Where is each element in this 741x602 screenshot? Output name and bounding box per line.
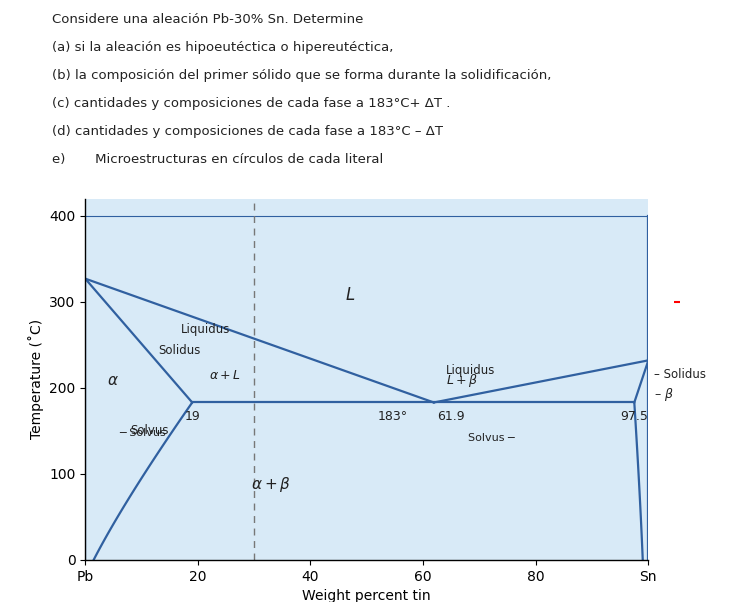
Text: Considere una aleación Pb-30% Sn. Determine: Considere una aleación Pb-30% Sn. Determ… [52, 13, 363, 26]
Text: 19: 19 [185, 410, 200, 423]
Text: Liquidus: Liquidus [181, 323, 230, 336]
Text: Liquidus: Liquidus [445, 364, 495, 377]
Text: (c) cantidades y composiciones de cada fase a 183°C+ ΔT .: (c) cantidades y composiciones de cada f… [52, 96, 451, 110]
Text: 183°: 183° [377, 410, 408, 423]
Text: 61.9: 61.9 [436, 410, 465, 423]
Text: $\alpha$: $\alpha$ [107, 373, 119, 388]
Text: Solvus: Solvus [130, 424, 169, 438]
Text: (b) la composición del primer sólido que se forma durante la solidificación,: (b) la composición del primer sólido que… [52, 69, 551, 82]
Text: (d) cantidades y composiciones de cada fase a 183°C – ΔT: (d) cantidades y composiciones de cada f… [52, 125, 443, 138]
Text: ─ Solvus: ─ Solvus [119, 427, 166, 438]
Text: 97.5: 97.5 [620, 410, 648, 423]
Text: e)       Microestructuras en círculos de cada literal: e) Microestructuras en círculos de cada … [52, 153, 383, 166]
Text: – Solidus: – Solidus [654, 368, 706, 382]
Text: $\alpha + \beta$: $\alpha + \beta$ [251, 475, 291, 494]
Y-axis label: Temperature (˚C): Temperature (˚C) [27, 319, 44, 439]
Text: $\alpha + L$: $\alpha + L$ [209, 369, 241, 382]
Text: Solvus ─: Solvus ─ [468, 433, 515, 442]
Text: $L + \beta$: $L + \beta$ [445, 373, 477, 389]
X-axis label: Weight percent tin: Weight percent tin [302, 589, 431, 602]
Text: Solidus: Solidus [159, 344, 201, 356]
Text: $L$: $L$ [345, 286, 355, 304]
Text: – $\beta$: – $\beta$ [654, 386, 674, 403]
Text: (a) si la aleación es hipoeutéctica o hipereutéctica,: (a) si la aleación es hipoeutéctica o hi… [52, 41, 393, 54]
